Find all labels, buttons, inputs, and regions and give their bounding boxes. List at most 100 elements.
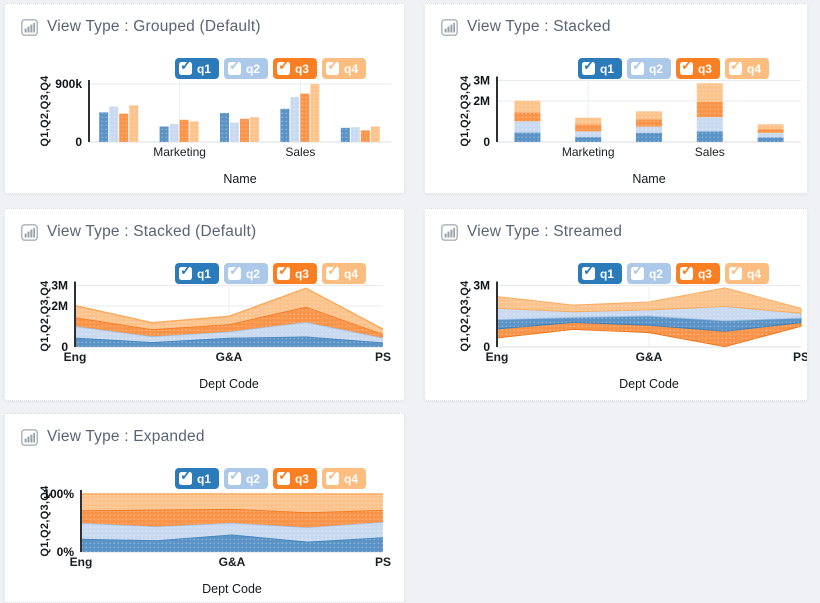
- checkbox-checked-icon: ✓: [178, 57, 192, 75]
- svg-text:Name: Name: [632, 172, 665, 186]
- bar-chart-icon: [21, 428, 38, 446]
- legend-item-label: q1: [599, 266, 614, 281]
- chart-card-grouped: View Type : Grouped (Default) ✓ q1 ✓ q2 ✓ q3 ✓…: [4, 3, 405, 194]
- legend-item-label: q1: [196, 471, 211, 486]
- bar-chart-icon: [441, 18, 458, 36]
- legend-item-label: q1: [599, 61, 614, 76]
- bar-chart-icon: [441, 223, 458, 241]
- svg-text:Sales: Sales: [285, 145, 315, 159]
- legend-item-label: q4: [343, 471, 358, 486]
- series-legend: ✓ q1 ✓ q2 ✓ q3 ✓ q4: [577, 262, 769, 284]
- checkbox-checked-icon: ✓: [728, 262, 742, 280]
- series-legend: ✓ q1 ✓ q2 ✓ q3 ✓ q4: [174, 262, 366, 284]
- legend-item-q4[interactable]: ✓ q4: [724, 262, 769, 284]
- svg-text:0: 0: [483, 135, 490, 149]
- legend-item-q2[interactable]: ✓ q2: [626, 57, 671, 79]
- legend-item-label: q4: [746, 61, 761, 76]
- checkbox-checked-icon: ✓: [227, 262, 241, 280]
- legend-item-q3[interactable]: ✓ q3: [272, 262, 317, 284]
- legend-item-q1[interactable]: ✓ q1: [577, 57, 622, 79]
- legend-item-q2[interactable]: ✓ q2: [223, 262, 268, 284]
- checkbox-checked-icon: ✓: [581, 57, 595, 75]
- svg-text:G&A: G&A: [219, 555, 246, 569]
- svg-text:3M: 3M: [51, 279, 68, 293]
- bar-chart-icon: [21, 18, 38, 36]
- svg-text:Dept Code: Dept Code: [202, 582, 262, 596]
- legend-item-q1[interactable]: ✓ q1: [174, 57, 219, 79]
- chart-card-stacked: View Type : Stacked ✓ q1 ✓ q2 ✓ q3 ✓ q4 Q1,Q2,Q…: [424, 3, 808, 194]
- svg-text:PS: PS: [375, 350, 391, 364]
- legend-item-q3[interactable]: ✓ q3: [675, 58, 720, 79]
- chart-card-header: View Type : Grouped (Default): [21, 18, 261, 36]
- checkbox-checked-icon: ✓: [276, 262, 290, 280]
- legend-item-q2[interactable]: ✓ q2: [223, 58, 268, 79]
- svg-text:3M: 3M: [473, 74, 490, 88]
- chart-canvas[interactable]: 0 900k Marketing Sales Name: [5, 72, 404, 193]
- legend-item-q4[interactable]: ✓ q4: [321, 262, 366, 284]
- svg-text:Eng: Eng: [70, 555, 93, 569]
- svg-text:0: 0: [61, 340, 68, 354]
- svg-text:2M: 2M: [51, 299, 68, 313]
- legend-item-q4[interactable]: ✓ q4: [321, 57, 366, 79]
- checkbox-checked-icon: ✓: [178, 467, 192, 485]
- chart-title: View Type : Streamed: [467, 223, 623, 240]
- legend-item-q3[interactable]: ✓ q3: [272, 58, 317, 79]
- chart-card-expanded: View Type : Expanded ✓ q1 ✓ q2 ✓ q3 ✓ q4 Q1,Q2,…: [4, 413, 405, 603]
- legend-item-label: q3: [294, 61, 309, 76]
- legend-item-label: q1: [196, 266, 211, 281]
- svg-text:Dept Code: Dept Code: [619, 377, 679, 391]
- svg-text:Marketing: Marketing: [562, 145, 615, 159]
- checkbox-checked-icon: ✓: [728, 57, 742, 75]
- chart-card-header: View Type : Stacked (Default): [21, 223, 256, 241]
- chart-canvas[interactable]: 0 3M Eng G&A PS Dept Code: [425, 277, 807, 400]
- svg-text:0%: 0%: [57, 545, 75, 559]
- svg-text:3M: 3M: [473, 279, 490, 293]
- chart-card-stacked-default: View Type : Stacked (Default) ✓ q1 ✓ q2 ✓ q3 ✓…: [4, 208, 405, 401]
- svg-text:0: 0: [483, 340, 490, 354]
- legend-item-q2[interactable]: ✓ q2: [626, 263, 671, 284]
- chart-canvas[interactable]: 0% 100% Eng G&A PS Dept Code: [5, 482, 404, 602]
- chart-card-header: View Type : Expanded: [21, 428, 205, 446]
- checkbox-checked-icon: ✓: [325, 57, 339, 75]
- legend-item-q1[interactable]: ✓ q1: [174, 263, 219, 284]
- checkbox-checked-icon: ✓: [325, 262, 339, 280]
- chart-canvas[interactable]: 0 2M 3M Marketing Sales Name: [425, 72, 807, 193]
- svg-text:0: 0: [75, 135, 82, 149]
- checkbox-checked-icon: ✓: [679, 262, 693, 280]
- legend-item-q1[interactable]: ✓ q1: [577, 263, 622, 284]
- checkbox-checked-icon: ✓: [276, 467, 290, 485]
- legend-item-q1[interactable]: ✓ q1: [174, 467, 219, 489]
- chart-title: View Type : Grouped (Default): [47, 18, 261, 35]
- series-legend: ✓ q1 ✓ q2 ✓ q3 ✓ q4: [174, 467, 366, 489]
- chart-title: View Type : Stacked (Default): [47, 223, 257, 240]
- legend-item-q3[interactable]: ✓ q3: [675, 262, 720, 284]
- legend-item-label: q1: [196, 61, 211, 76]
- svg-text:Eng: Eng: [486, 350, 509, 364]
- svg-text:Sales: Sales: [695, 145, 725, 159]
- svg-text:G&A: G&A: [636, 350, 663, 364]
- svg-text:PS: PS: [793, 350, 808, 364]
- legend-item-label: q2: [245, 61, 260, 76]
- legend-item-label: q4: [343, 61, 358, 76]
- chart-card-header: View Type : Stacked: [441, 18, 611, 36]
- checkbox-checked-icon: ✓: [325, 467, 339, 485]
- checkbox-checked-icon: ✓: [227, 467, 241, 485]
- svg-text:G&A: G&A: [216, 350, 243, 364]
- svg-text:900k: 900k: [55, 77, 82, 91]
- chart-title: View Type : Expanded: [47, 428, 205, 445]
- legend-item-q4[interactable]: ✓ q4: [724, 57, 769, 79]
- legend-item-label: q3: [697, 61, 712, 76]
- legend-item-q2[interactable]: ✓ q2: [223, 467, 268, 489]
- svg-text:100%: 100%: [43, 487, 74, 501]
- legend-item-label: q3: [294, 471, 309, 486]
- legend-item-label: q3: [697, 266, 712, 281]
- legend-item-label: q2: [648, 61, 663, 76]
- series-legend: ✓ q1 ✓ q2 ✓ q3 ✓ q4: [577, 57, 769, 79]
- chart-canvas[interactable]: 0 2M 3M Eng G&A PS Dept Code: [5, 277, 404, 400]
- legend-item-q3[interactable]: ✓ q3: [272, 467, 317, 489]
- legend-item-label: q3: [294, 266, 309, 281]
- checkbox-checked-icon: ✓: [630, 57, 644, 75]
- legend-item-q4[interactable]: ✓ q4: [321, 467, 366, 489]
- svg-text:Marketing: Marketing: [153, 145, 206, 159]
